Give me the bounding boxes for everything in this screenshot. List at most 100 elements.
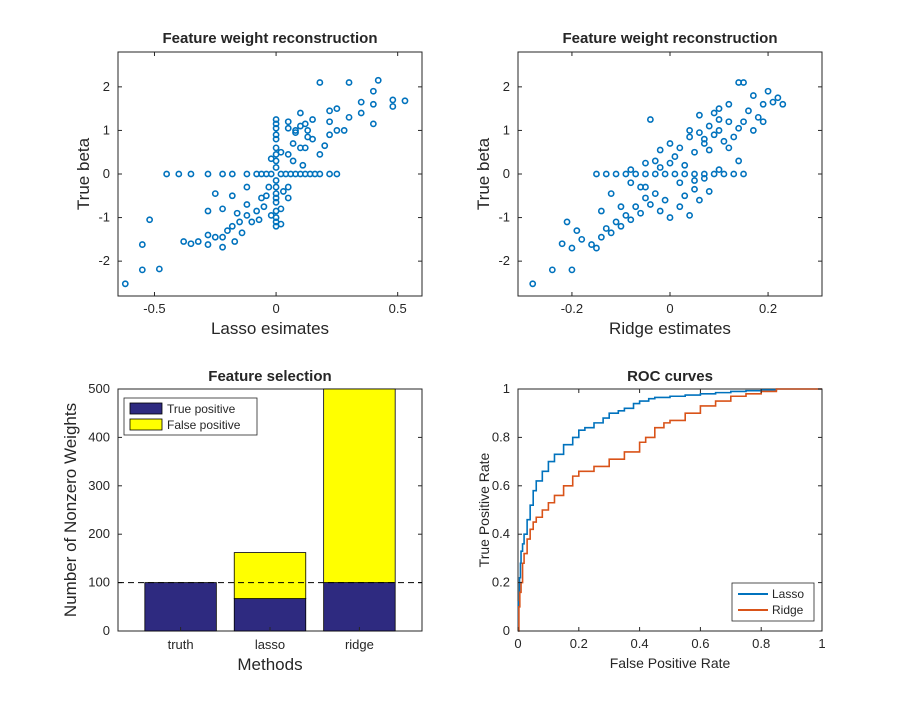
scatter-point [720, 137, 728, 145]
roc-lines [517, 388, 822, 632]
bar-category-label: lasso [255, 637, 285, 652]
scatter-point [279, 188, 287, 195]
feature-selection-ytick-label: 0 [103, 623, 110, 638]
scatter-point [754, 113, 762, 121]
roc-ytick-label: 0.2 [492, 575, 510, 590]
scatter-point [272, 144, 280, 152]
scatter-point [272, 157, 280, 165]
scatter-point [642, 183, 649, 191]
scatter-point [219, 170, 226, 178]
roc-legend-box [731, 582, 815, 622]
scatter-point [284, 118, 292, 126]
lasso-scatter-xlabel: Lasso esimates [211, 319, 329, 338]
scatter-point [622, 170, 630, 178]
feature-selection-xlabel: Methods [237, 655, 302, 674]
scatter-point [642, 170, 649, 178]
scatter-point [233, 209, 241, 217]
scatter-point [725, 144, 733, 152]
feature-selection-ytick-label: 400 [88, 429, 110, 444]
scatter-point [401, 97, 409, 105]
scatter-point [593, 244, 600, 252]
scatter-point [588, 241, 595, 248]
scatter-point [345, 113, 353, 121]
scatter-point [632, 170, 640, 178]
scatter-point [597, 233, 605, 241]
ridge-scatter-points [529, 79, 787, 288]
scatter-point [764, 87, 772, 95]
scatter-point [211, 190, 219, 198]
ridge-scatter-ytick-label: 2 [503, 79, 510, 94]
scatter-point [696, 196, 703, 204]
feature-selection-ytick-label: 300 [88, 478, 110, 493]
scatter-point [642, 194, 649, 202]
scatter-point [272, 177, 280, 184]
scatter-point [228, 170, 236, 178]
scatter-point [710, 170, 718, 178]
roc-xtick-label: 0.6 [691, 636, 709, 651]
ridge-scatter-title: Feature weight reconstruction [562, 30, 777, 47]
scatter-point [204, 231, 212, 239]
roc-ytick-label: 0.4 [492, 526, 510, 541]
scatter-point [357, 109, 365, 117]
scatter-point [155, 265, 163, 273]
scatter-point [204, 241, 212, 248]
scatter-point [602, 225, 610, 232]
ridge-scatter-xtick-label: -0.2 [561, 301, 583, 316]
roc-ytick-label: 0 [503, 623, 510, 638]
scatter-point [243, 211, 251, 219]
scatter-point [219, 205, 226, 213]
scatter-point [272, 214, 280, 221]
scatter-point [389, 103, 397, 110]
scatter-point [187, 170, 195, 178]
scatter-point [691, 185, 698, 193]
scatter-point [345, 79, 353, 86]
scatter-point [219, 243, 226, 251]
scatter-point [705, 188, 713, 195]
scatter-point [304, 127, 312, 134]
scatter-point [236, 218, 243, 226]
scatter-point [180, 238, 188, 245]
scatter-point [321, 142, 329, 150]
scatter-point [272, 116, 280, 123]
scatter-point [661, 170, 669, 178]
scatter-point [651, 190, 659, 198]
scatter-point [686, 133, 694, 141]
ridge-scatter-ytick-label: -2 [498, 253, 510, 268]
scatter-point [277, 220, 285, 228]
lasso-scatter-xtick-label: 0.5 [389, 301, 407, 316]
ridge-scatter-panel: Feature weight reconstruction -0.2 0 0.2 -… [474, 30, 823, 338]
roc-panel: ROC curves 0 0.2 0.4 0.6 0.8 1 0 0.2 0.4 0.6 0.8 1… [476, 368, 826, 671]
feature-selection-title: Feature selection [208, 368, 331, 385]
bar-lasso-true-positive [233, 598, 307, 632]
scatter-point [316, 150, 324, 158]
scatter-point [617, 203, 625, 211]
roc-xtick-label: 0.2 [570, 636, 588, 651]
scatter-point [735, 157, 743, 165]
scatter-point [666, 214, 674, 221]
scatter-point [374, 76, 382, 84]
scatter-point [627, 216, 635, 224]
scatter-point [301, 144, 309, 152]
ridge-scatter-xlabel: Ridge estimates [609, 319, 731, 338]
scatter-point [602, 170, 610, 178]
scatter-point [774, 94, 782, 102]
scatter-point [558, 240, 566, 248]
scatter-point [255, 216, 263, 224]
feature-selection-legend: True positive False positive [123, 397, 258, 436]
bar-category-label: truth [168, 637, 194, 652]
scatter-point [333, 105, 341, 113]
scatter-point [204, 207, 212, 215]
scatter-point [607, 190, 615, 198]
scatter-point [632, 203, 640, 211]
roc-ylabel: True Positive Rate [476, 452, 492, 567]
scatter-point [725, 100, 733, 108]
scatter-point [612, 170, 620, 178]
scatter-point [138, 266, 146, 274]
scatter-point [333, 170, 341, 178]
scatter-point [642, 159, 649, 167]
scatter-point [231, 238, 239, 245]
scatter-point [656, 164, 664, 171]
scatter-point [705, 146, 713, 154]
scatter-point [671, 170, 679, 178]
roc-ytick-label: 1 [503, 381, 510, 396]
